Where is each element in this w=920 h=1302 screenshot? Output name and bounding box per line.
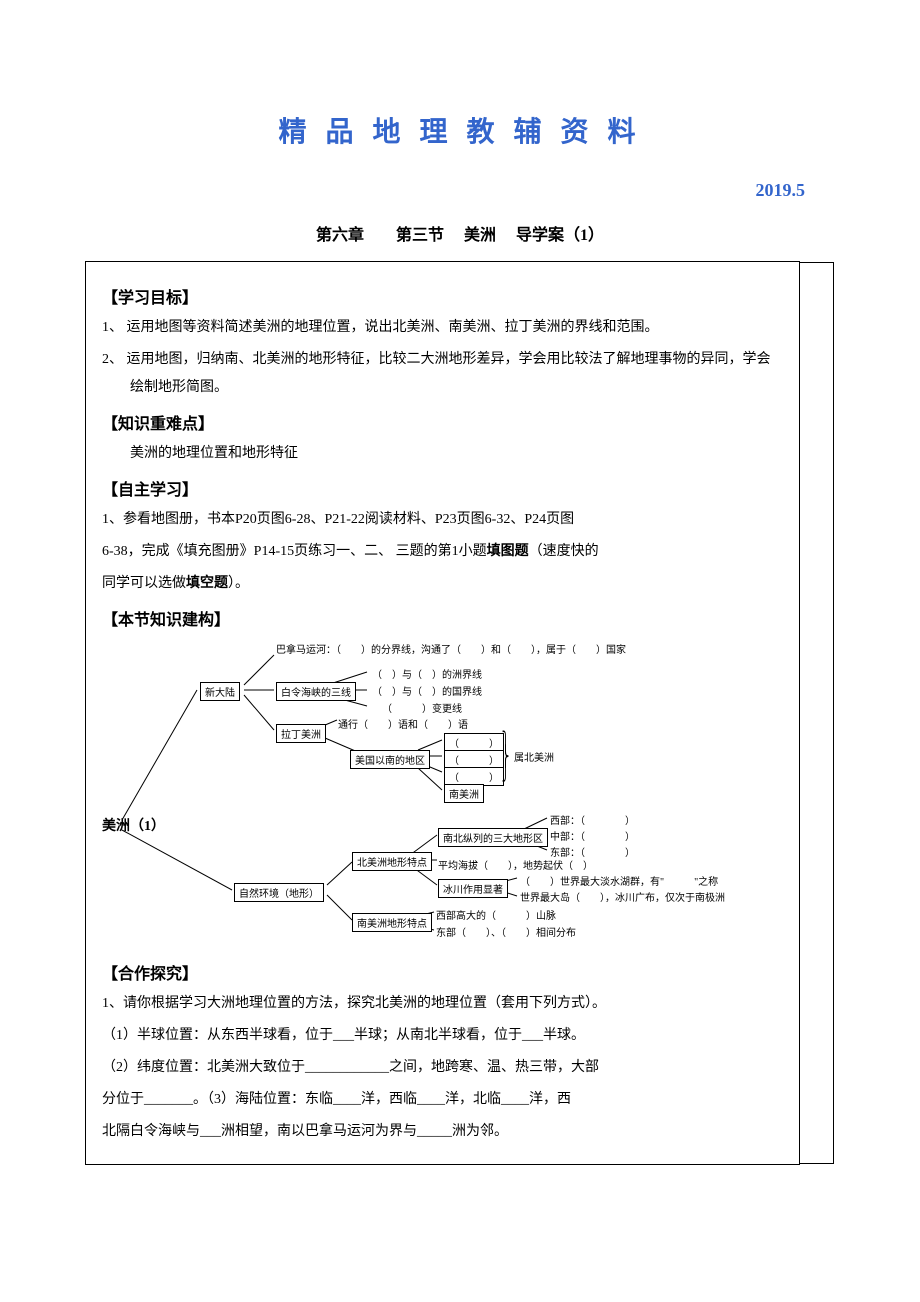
- coop-line-4: 分位于_______。（3）海陆位置：东临____洋，西临____洋，北临___…: [102, 1086, 783, 1114]
- node-new-continent: 新大陆: [200, 682, 240, 701]
- text-border1: （ ）与（ ）的洲界线: [372, 666, 482, 681]
- text-dateline: （ ）变更线: [382, 700, 462, 715]
- text-belong-na: 属北美洲: [514, 749, 554, 764]
- date: 2019.5: [85, 180, 835, 201]
- node-three-terrain: 南北纵列的三大地形区: [438, 828, 548, 847]
- goal-item-1: 1、 运用地图等资料简述美洲的地理位置，说出北美洲、南美洲、拉丁美洲的界线和范围…: [102, 314, 783, 342]
- selfstudy-3c: ）。: [228, 576, 249, 591]
- construct-header: 【本节知识建构】: [102, 606, 783, 630]
- text-west-mountain: 西部高大的（ ）山脉: [436, 907, 556, 922]
- node-south-of-us: 美国以南的地区: [350, 750, 430, 769]
- text-elevation: 平均海拔（ ），地势起伏（ ）: [438, 857, 593, 872]
- coop-header: 【合作探究】: [102, 960, 783, 984]
- text-glacier: 冰川作用显著: [438, 879, 508, 898]
- coop-line-3: （2）纬度位置：北美洲大致位于____________之间，地跨寒、温、热三带，…: [102, 1054, 783, 1082]
- node-nature: 自然环境（地形）: [234, 883, 324, 902]
- selfstudy-3a: 同学可以选做: [102, 576, 186, 591]
- selfstudy-line-1: 1、参看地图册，书本P20页图6-28、P21-22阅读材料、P23页图6-32…: [102, 506, 783, 534]
- selfstudy-2b: 填图题: [487, 544, 529, 559]
- goal-item-2: 2、 运用地图，归纳南、北美洲的地形特征，比较二大洲地形差异，学会用比较法了解地…: [102, 346, 783, 402]
- content-box: 【学习目标】 1、 运用地图等资料简述美洲的地理位置，说出北美洲、南美洲、拉丁美…: [85, 261, 800, 1165]
- diagram-root: 美洲（1）: [102, 815, 165, 835]
- learning-goal-header: 【学习目标】: [102, 284, 783, 308]
- keypoint-header: 【知识重难点】: [102, 410, 783, 434]
- coop-line-2: （1）半球位置：从东西半球看，位于___半球；从南北半球看，位于___半球。: [102, 1022, 783, 1050]
- coop-line-5: 北隔白令海峡与___洲相望，南以巴拿马运河为界与_____洲为邻。: [102, 1118, 783, 1146]
- chapter-title: 第六章 第三节 美洲 导学案（1）: [85, 221, 835, 245]
- main-title: 精 品 地 理 教 辅 资 料: [85, 110, 835, 150]
- selfstudy-line-3: 同学可以选做填空题）。: [102, 570, 783, 598]
- text-panama: 巴拿马运河：（ ）的分界线，沟通了（ ）和（ ），属于（ ）国家: [276, 641, 626, 656]
- node-na-terrain: 北美洲地形特点: [352, 852, 432, 871]
- node-sa-terrain: 南美洲地形特点: [352, 913, 432, 932]
- knowledge-diagram: 美洲（1） 新大陆 自然环境（地形） 巴拿马运河：（ ）的分界线，沟通了（ ）和…: [102, 640, 783, 950]
- text-border2: （ ）与（ ）的国界线: [372, 683, 482, 698]
- node-latin: 拉丁美洲: [276, 724, 326, 743]
- text-lake: （ ）世界最大淡水湖群，有" "之称: [520, 873, 718, 888]
- selfstudy-2c: （速度快的: [529, 544, 599, 559]
- node-bering: 白令海峡的三线: [276, 682, 356, 701]
- text-west: 西部：（ ）: [550, 812, 635, 827]
- selfstudy-line-2: 6-38，完成《填充图册》P14-15页练习一、二、 三题的第1小题填图题（速度…: [102, 538, 783, 566]
- brace-3: ⎭: [502, 758, 510, 783]
- text-language: 通行（ ）语和（ ）语: [338, 716, 468, 731]
- right-column: [799, 262, 834, 1164]
- selfstudy-header: 【自主学习】: [102, 476, 783, 500]
- text-island: 世界最大岛（ ），冰川广布，仅次于南极洲: [520, 889, 725, 904]
- selfstudy-2a: 6-38，完成《填充图册》P14-15页练习一、二、 三题的第1小题: [102, 544, 487, 559]
- text-south-america: 南美洲: [444, 784, 484, 803]
- keypoint-text: 美洲的地理位置和地形特征: [102, 440, 783, 468]
- text-east-alt: 东部（ ）、（ ）相间分布: [436, 924, 576, 939]
- text-middle: 中部：（ ）: [550, 828, 635, 843]
- coop-line-1: 1、请你根据学习大洲地理位置的方法，探究北美洲的地理位置（套用下列方式）。: [102, 990, 783, 1018]
- selfstudy-3b: 填空题: [186, 576, 228, 591]
